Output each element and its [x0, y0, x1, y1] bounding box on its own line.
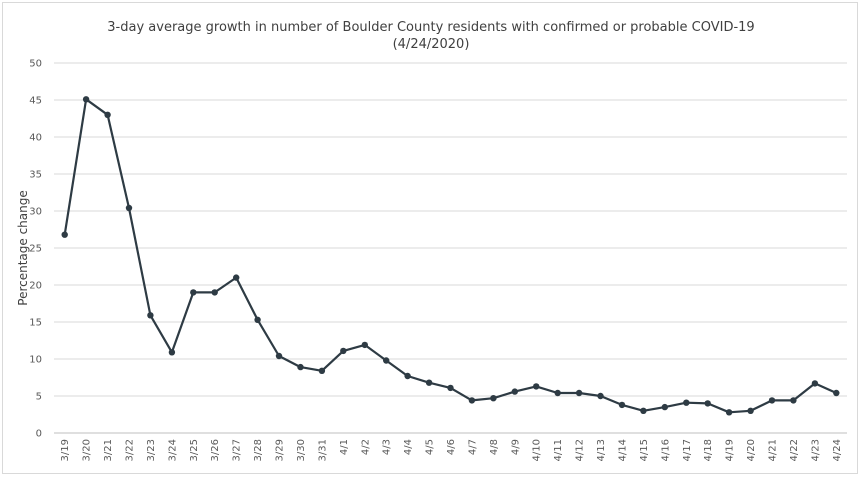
x-tick-label: 3/26 — [210, 439, 221, 461]
data-point[interactable] — [404, 372, 411, 380]
x-tick-label: 4/17 — [682, 439, 693, 461]
x-tick-label: 4/12 — [575, 439, 586, 461]
data-point[interactable] — [597, 392, 604, 400]
x-tick-label: 3/21 — [103, 439, 114, 461]
y-tick-label: 50 — [29, 59, 42, 70]
x-tick-label: 4/21 — [767, 439, 778, 461]
data-point[interactable] — [61, 231, 68, 238]
data-point[interactable] — [833, 389, 840, 397]
data-point[interactable] — [104, 111, 111, 119]
y-tick-label: 5 — [36, 392, 42, 403]
x-tick-label: 4/7 — [467, 439, 478, 455]
data-point[interactable] — [211, 289, 218, 296]
gridlines — [54, 62, 847, 434]
y-tick-labels: 0 5 10 15 20 25 30 35 40 45 50 — [29, 59, 42, 440]
x-tick-label: 4/4 — [403, 439, 414, 455]
x-tick-label: 3/31 — [317, 439, 328, 461]
data-point[interactable] — [425, 379, 433, 386]
x-tick-label: 4/3 — [382, 439, 393, 455]
data-point[interactable] — [168, 349, 176, 356]
x-tick-label: 4/14 — [617, 439, 628, 461]
x-tick-label: 4/9 — [510, 439, 521, 455]
x-tick-label: 3/20 — [82, 439, 93, 461]
x-tick-label: 3/22 — [125, 439, 136, 461]
data-point[interactable] — [318, 367, 326, 374]
data-point[interactable] — [533, 383, 540, 390]
x-tick-label: 4/23 — [810, 439, 821, 461]
x-tick-label: 4/20 — [746, 439, 757, 461]
data-point[interactable] — [383, 357, 390, 364]
data-point[interactable] — [233, 274, 240, 281]
data-point[interactable] — [554, 389, 561, 397]
x-tick-label: 3/24 — [167, 439, 178, 461]
data-point[interactable] — [275, 352, 283, 360]
x-tick-label: 4/8 — [489, 439, 500, 455]
x-tick-label: 4/6 — [446, 439, 457, 455]
data-point[interactable] — [125, 204, 133, 212]
x-tick-label: 3/29 — [275, 439, 286, 461]
x-tick-label: 3/25 — [189, 439, 200, 461]
data-point[interactable] — [361, 341, 368, 349]
data-point[interactable] — [340, 347, 347, 355]
data-point[interactable] — [661, 403, 668, 411]
data-point[interactable] — [704, 400, 711, 407]
x-tick-label: 4/16 — [660, 439, 671, 461]
x-tick-label: 4/18 — [703, 439, 714, 461]
data-point[interactable] — [447, 384, 454, 392]
y-tick-label: 0 — [36, 429, 42, 440]
data-point[interactable] — [190, 289, 197, 296]
data-point[interactable] — [725, 409, 733, 416]
x-tick-label: 4/22 — [789, 439, 800, 461]
x-tick-label: 4/2 — [360, 439, 371, 455]
chart-subtitle: (4/24/2020) — [392, 37, 470, 52]
chart-title: 3-day average growth in number of Boulde… — [107, 20, 755, 35]
y-axis-label: Percentage change — [16, 190, 30, 305]
y-tick-label: 20 — [29, 281, 42, 292]
x-tick-label: 4/10 — [532, 439, 543, 461]
data-point[interactable] — [640, 407, 647, 414]
data-point[interactable] — [618, 401, 626, 409]
data-point[interactable] — [82, 96, 90, 103]
data-point[interactable] — [811, 380, 819, 387]
x-tick-label: 4/19 — [725, 439, 736, 461]
x-tick-label: 3/19 — [60, 439, 71, 461]
x-tick-label: 3/23 — [146, 439, 157, 461]
x-tick-labels: 3/19 3/20 3/21 3/22 3/23 3/24 3/25 3/26 3/27 3/28… — [60, 439, 843, 461]
x-tick-label: 4/24 — [832, 439, 843, 461]
data-point[interactable] — [768, 397, 776, 404]
data-point[interactable] — [790, 397, 797, 404]
data-point[interactable] — [683, 399, 690, 406]
data-point[interactable] — [575, 389, 583, 397]
y-tick-label: 15 — [29, 318, 42, 329]
x-tick-label: 4/1 — [339, 439, 350, 455]
x-tick-label: 4/5 — [425, 439, 436, 455]
y-tick-label: 30 — [29, 207, 42, 218]
y-tick-label: 35 — [29, 170, 42, 181]
series-line — [63, 98, 837, 414]
x-tick-label: 4/11 — [553, 439, 564, 461]
x-tick-label: 3/30 — [296, 439, 307, 461]
data-point[interactable] — [511, 388, 518, 395]
x-tick-label: 4/15 — [639, 439, 650, 461]
x-tick-label: 4/13 — [596, 439, 607, 461]
data-point[interactable] — [297, 363, 304, 371]
data-point[interactable] — [490, 395, 497, 402]
data-point[interactable] — [747, 407, 754, 414]
data-point[interactable] — [254, 316, 261, 323]
x-tick-label: 3/28 — [253, 439, 264, 461]
y-tick-label: 40 — [29, 133, 42, 144]
x-tick-label: 3/27 — [232, 439, 243, 461]
data-point[interactable] — [147, 312, 154, 319]
y-tick-label: 25 — [29, 244, 42, 255]
y-tick-label: 45 — [29, 96, 42, 107]
data-point[interactable] — [468, 397, 476, 404]
data-points — [61, 96, 840, 416]
y-tick-label: 10 — [29, 355, 42, 366]
